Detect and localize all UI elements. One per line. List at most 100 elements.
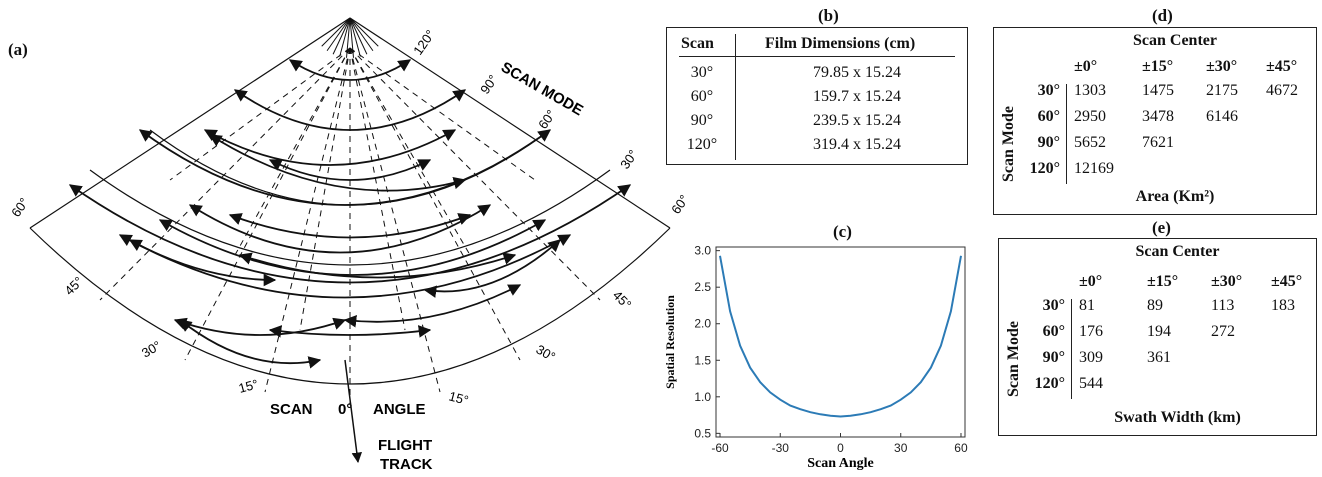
grid-value-cell: 183 bbox=[1271, 297, 1295, 314]
angle-label-45-right: 45° bbox=[610, 288, 635, 313]
apex-fan-line bbox=[349, 17, 379, 47]
grid-row-label: 60° bbox=[1042, 323, 1065, 340]
mode-arc-60 bbox=[89, 169, 611, 266]
mode-label-60-right: 60° bbox=[535, 107, 559, 132]
table-b-film-cell: 159.7 x 15.24 bbox=[813, 88, 901, 105]
grid-value-cell: 2175 bbox=[1206, 82, 1238, 99]
grid-title: Scan Center bbox=[1133, 32, 1217, 49]
grid-column-header: ±45° bbox=[1271, 273, 1303, 290]
chart-x-label: Scan Angle bbox=[807, 456, 874, 471]
x-tick-label: 30 bbox=[894, 441, 908, 455]
apex-fan-line bbox=[349, 17, 354, 58]
table-b-rule bbox=[679, 56, 955, 57]
grid-row-label: 30° bbox=[1037, 82, 1060, 99]
y-tick-label: 0.5 bbox=[694, 426, 711, 440]
grid-divider bbox=[1071, 299, 1072, 399]
table-b-scan-cell: 90° bbox=[690, 112, 714, 129]
zero-angle-label: 0° bbox=[338, 401, 352, 418]
grid-divider bbox=[1066, 84, 1067, 184]
table-b-header-scan: Scan bbox=[681, 35, 714, 52]
panel-d-label: (d) bbox=[1152, 6, 1173, 25]
grid-column-header: ±0° bbox=[1079, 273, 1103, 290]
mode-label-30-right: 30° bbox=[617, 147, 641, 172]
angle-word: ANGLE bbox=[373, 401, 426, 418]
y-tick-label: 2.5 bbox=[694, 280, 711, 294]
grid-title: Scan Center bbox=[1135, 243, 1220, 260]
grid-column-header: ±15° bbox=[1142, 58, 1174, 75]
scan-coverage-arrow bbox=[179, 319, 322, 369]
apex-fan-line bbox=[332, 17, 351, 55]
chart-frame bbox=[715, 246, 966, 438]
panel-a-label: (a) bbox=[8, 40, 28, 59]
angle-label-15-right: 15° bbox=[447, 388, 470, 408]
grid-value-cell: 2950 bbox=[1074, 108, 1106, 125]
grid-value-cell: 6146 bbox=[1206, 108, 1238, 125]
grid-value-cell: 309 bbox=[1079, 349, 1103, 366]
grid-row-label: 90° bbox=[1037, 134, 1060, 151]
grid-column-header: ±15° bbox=[1147, 273, 1179, 290]
flight-track-arrow bbox=[344, 359, 363, 464]
film-dimensions-table: Scan Film Dimensions (cm) 30° 79.85 x 15.… bbox=[666, 27, 968, 165]
x-tick-label: -60 bbox=[711, 441, 729, 455]
track-word: TRACK bbox=[380, 456, 433, 473]
grid-column-header: ±30° bbox=[1211, 273, 1243, 290]
scan-geometry-diagram: SCAN MODE 120° 90° 60° 30° 60° 60° 45° 3… bbox=[8, 17, 692, 473]
flight-word: FLIGHT bbox=[378, 437, 432, 454]
grid-value-cell: 89 bbox=[1147, 297, 1163, 314]
angle-label-15-left: 15° bbox=[237, 376, 260, 396]
table-b-divider bbox=[735, 34, 736, 160]
scan-word: SCAN bbox=[270, 401, 313, 418]
mode-label-90: 90° bbox=[477, 72, 501, 97]
scan-coverage-arrow bbox=[68, 184, 632, 284]
scan-coverage-arrow bbox=[173, 317, 347, 336]
grid-row-label: 30° bbox=[1042, 297, 1065, 314]
y-tick-label: 2.0 bbox=[694, 317, 711, 331]
grid-value-cell: 194 bbox=[1147, 323, 1171, 340]
grid-footer-label: Area (Km²) bbox=[1135, 188, 1215, 205]
swath-width-table: Scan Center ±0° ±15° ±30° ±45° Scan Mode 30° 81… bbox=[998, 238, 1317, 436]
radial-dash-line bbox=[169, 47, 351, 181]
grid-column-header: ±30° bbox=[1206, 58, 1238, 75]
grid-value-cell: 81 bbox=[1079, 297, 1095, 314]
y-tick-label: 3.0 bbox=[694, 244, 711, 258]
table-b-scan-cell: 120° bbox=[686, 136, 718, 153]
apex-fan-line bbox=[349, 17, 368, 55]
scan-coverage-arrow bbox=[138, 129, 552, 206]
mode-label-60-left: 60° bbox=[8, 195, 32, 220]
table-b-scan-cell: 30° bbox=[690, 64, 714, 81]
table-b-film-cell: 319.4 x 15.24 bbox=[813, 136, 901, 153]
apex-fan-line bbox=[346, 17, 351, 58]
panel-b-label: (b) bbox=[818, 6, 839, 25]
grid-value-cell: 3478 bbox=[1142, 108, 1174, 125]
table-b-film-cell: 239.5 x 15.24 bbox=[813, 112, 901, 129]
scan-coverage-arrow bbox=[423, 239, 561, 298]
apex-fan-line bbox=[349, 17, 374, 52]
grid-value-cell: 4672 bbox=[1266, 82, 1298, 99]
grid-column-header: ±45° bbox=[1266, 58, 1298, 75]
scan-coverage-arrow bbox=[158, 219, 547, 276]
grid-value-cell: 272 bbox=[1211, 323, 1235, 340]
grid-value-cell: 1303 bbox=[1074, 82, 1106, 99]
angle-label-30-right: 30° bbox=[534, 342, 559, 365]
scan-coverage-arrow bbox=[268, 325, 432, 338]
grid-row-label: 120° bbox=[1034, 375, 1065, 392]
grid-footer-label: Swath Width (km) bbox=[1114, 409, 1241, 426]
grid-value-cell: 361 bbox=[1147, 349, 1171, 366]
grid-value-cell: 1475 bbox=[1142, 82, 1174, 99]
grid-value-cell: 12169 bbox=[1074, 160, 1114, 177]
x-tick-label: 60 bbox=[954, 441, 968, 455]
grid-value-cell: 113 bbox=[1211, 297, 1235, 314]
grid-row-label: 120° bbox=[1029, 160, 1060, 177]
y-tick-label: 1.5 bbox=[694, 353, 711, 367]
grid-row-label: 90° bbox=[1042, 349, 1065, 366]
angle-label-45-left: 45° bbox=[62, 274, 87, 299]
grid-value-cell: 176 bbox=[1079, 323, 1103, 340]
resolution-curve bbox=[719, 255, 962, 418]
y-tick-label: 1.0 bbox=[694, 390, 711, 404]
grid-value-cell: 7621 bbox=[1142, 134, 1174, 151]
grid-value-cell: 544 bbox=[1079, 375, 1103, 392]
grid-column-header: ±0° bbox=[1074, 58, 1098, 75]
apex-fan-line bbox=[339, 17, 351, 57]
area-table: Scan Center ±0° ±15° ±30° ±45° Scan Mode 30° 13… bbox=[993, 27, 1317, 215]
resolution-chart: -60 -30 0 30 60 0.5 1.0 1.5 2.0 2.5 3.0 Scan Angle… bbox=[663, 244, 968, 471]
